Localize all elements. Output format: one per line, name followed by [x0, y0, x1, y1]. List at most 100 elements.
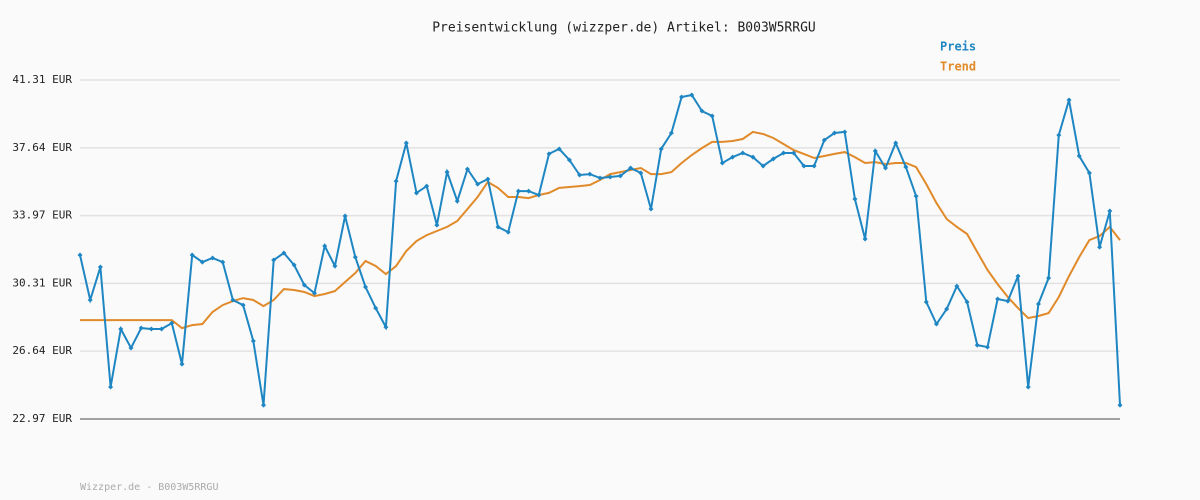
- point: [148, 326, 154, 332]
- point: [220, 259, 226, 265]
- point: [628, 165, 634, 171]
- y-tick-label: 33.97 EUR: [12, 209, 72, 222]
- point: [413, 190, 419, 196]
- point: [271, 257, 277, 263]
- point: [159, 326, 165, 332]
- point: [179, 361, 185, 367]
- point: [1117, 402, 1123, 408]
- point: [832, 130, 838, 136]
- point: [781, 150, 787, 156]
- point: [444, 169, 450, 175]
- point: [617, 173, 623, 179]
- point: [750, 154, 756, 160]
- point: [332, 263, 338, 269]
- point: [954, 283, 960, 289]
- point: [1056, 132, 1062, 138]
- point: [556, 146, 562, 152]
- point: [658, 146, 664, 152]
- point: [118, 326, 124, 332]
- point: [281, 250, 287, 256]
- point: [607, 174, 613, 180]
- point: [97, 264, 103, 270]
- point: [261, 402, 267, 408]
- point: [1097, 244, 1103, 250]
- point: [322, 243, 328, 249]
- point: [597, 175, 603, 181]
- point: [189, 252, 195, 258]
- point: [1015, 273, 1021, 279]
- legend-label: Preis: [940, 40, 976, 54]
- y-tick-label: 22.97 EUR: [12, 412, 72, 425]
- point: [403, 140, 409, 146]
- point: [699, 108, 705, 114]
- point: [1107, 208, 1113, 214]
- point: [240, 302, 246, 308]
- point: [1046, 275, 1052, 281]
- point: [291, 262, 297, 268]
- point: [424, 183, 430, 189]
- point: [923, 299, 929, 305]
- point: [434, 222, 440, 228]
- point: [577, 172, 583, 178]
- point: [933, 321, 939, 327]
- point: [801, 163, 807, 169]
- point: [719, 160, 725, 166]
- point: [77, 252, 83, 258]
- point: [87, 297, 93, 303]
- point: [984, 344, 990, 350]
- point: [821, 137, 827, 143]
- point: [1086, 170, 1092, 176]
- point: [740, 150, 746, 156]
- point: [495, 224, 501, 230]
- point: [842, 129, 848, 135]
- point: [383, 324, 389, 330]
- point: [893, 140, 899, 146]
- point: [679, 94, 685, 100]
- point: [230, 297, 236, 303]
- point: [882, 165, 888, 171]
- point: [1005, 298, 1011, 304]
- y-tick-label: 37.64 EUR: [12, 141, 72, 154]
- point: [393, 178, 399, 184]
- point: [138, 325, 144, 331]
- point: [485, 176, 491, 182]
- point: [791, 150, 797, 156]
- point: [760, 163, 766, 169]
- point: [587, 171, 593, 177]
- point: [526, 188, 532, 194]
- point: [1025, 384, 1031, 390]
- point: [995, 296, 1001, 302]
- point: [536, 192, 542, 198]
- point: [199, 259, 205, 265]
- point: [505, 229, 511, 235]
- point: [1035, 301, 1041, 307]
- y-tick-label: 26.64 EUR: [12, 344, 72, 357]
- point: [689, 92, 695, 98]
- point: [668, 130, 674, 136]
- point: [872, 148, 878, 154]
- point: [913, 193, 919, 199]
- point: [210, 255, 216, 261]
- point: [301, 282, 307, 288]
- point: [352, 254, 358, 260]
- point: [169, 320, 175, 326]
- point: [709, 113, 715, 119]
- point: [464, 166, 470, 172]
- point: [128, 345, 134, 351]
- point: [373, 305, 379, 311]
- point: [546, 151, 552, 157]
- legend-label: Trend: [940, 60, 976, 74]
- point: [852, 196, 858, 202]
- point: [903, 164, 909, 170]
- point: [250, 338, 256, 344]
- point: [515, 188, 521, 194]
- point: [1076, 153, 1082, 159]
- point: [566, 157, 572, 163]
- point: [811, 163, 817, 169]
- point: [770, 156, 776, 162]
- point: [638, 170, 644, 176]
- point: [964, 299, 970, 305]
- y-tick-label: 41.31 EUR: [12, 73, 72, 86]
- point: [730, 154, 736, 160]
